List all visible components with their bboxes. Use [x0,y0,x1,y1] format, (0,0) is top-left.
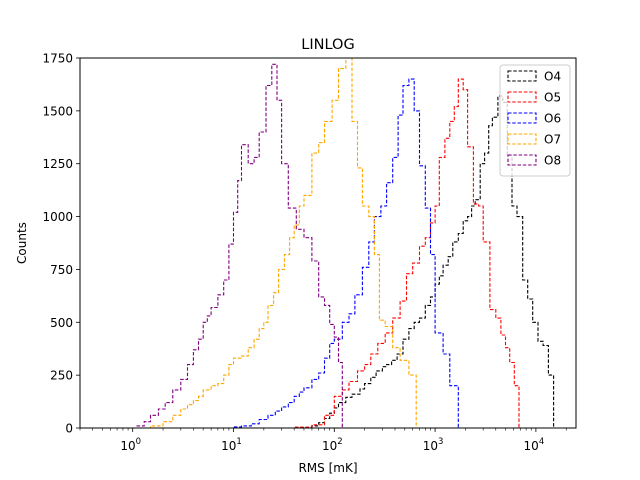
legend-label-o4: O4 [544,70,561,84]
chart-title: LINLOG [301,37,354,53]
series-o7-line [132,57,417,429]
legend-label-o5: O5 [544,91,561,105]
y-tick-label: 1750 [42,52,73,66]
y-axis-label: Counts [15,222,29,264]
series-o5-line [263,78,520,429]
legend-swatch-o4 [507,70,537,82]
axis-layer: 0 250 500 750 1000 1250 1500 1750 100 101 102 103 10… [42,52,567,453]
x-axis-label: RMS [mK] [298,461,357,475]
y-tick-label: 1000 [42,210,73,224]
series-layer [128,57,555,429]
plot-frame [79,57,577,429]
x-tick-label: 101 [221,437,242,453]
legend-swatch-o7 [507,133,537,145]
legend-swatch-o5 [507,91,537,103]
x-tick-label: 102 [322,437,343,453]
legend-swatch-o6 [507,112,537,124]
legend: O4 O5 O6 O7 O8 [499,64,571,177]
legend-label-o7: O7 [544,133,561,147]
legend-label-o8: O8 [544,154,561,168]
legend-box [499,64,571,177]
y-tick-label: 0 [65,422,73,436]
y-tick-label: 500 [50,316,73,330]
legend-swatch-o8 [507,154,537,166]
y-tick-label: 750 [50,263,73,277]
series-o4-line [263,95,555,429]
series-o6-line [203,78,459,429]
legend-label-o6: O6 [544,112,561,126]
series-o8-line [128,63,343,429]
y-tick-label: 1250 [42,157,73,171]
x-tick-label: 104 [524,437,545,453]
y-tick-label: 1500 [42,104,73,118]
y-tick-label: 250 [50,369,73,383]
x-tick-label: 100 [120,437,141,453]
x-tick-label: 103 [423,437,444,453]
